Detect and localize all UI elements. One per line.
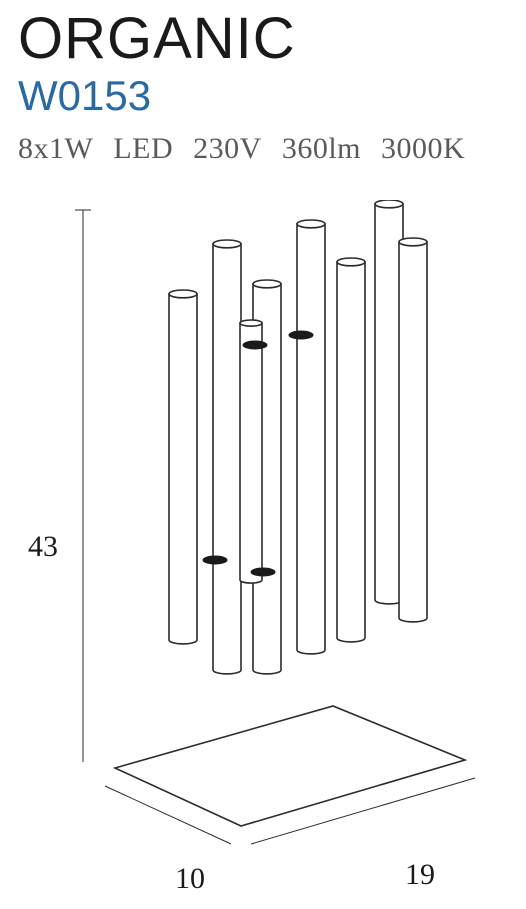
spec-cct: 3000K [381, 132, 465, 165]
diagram-svg [65, 200, 495, 900]
spec-voltage: 230V [193, 132, 262, 165]
spec-tech: LED [113, 132, 173, 165]
spec-power: 8x1W [18, 132, 93, 165]
dimension-width: 19 [405, 858, 435, 892]
spec-lumen: 360lm [282, 132, 361, 165]
dimension-depth: 10 [175, 862, 205, 896]
dimension-height: 43 [28, 530, 58, 564]
specs-line: 8x1W LED 230V 360lm 3000K [18, 132, 508, 165]
model-code: W0153 [18, 74, 508, 118]
dimension-drawing [65, 200, 495, 905]
product-title: ORGANIC [18, 10, 508, 68]
